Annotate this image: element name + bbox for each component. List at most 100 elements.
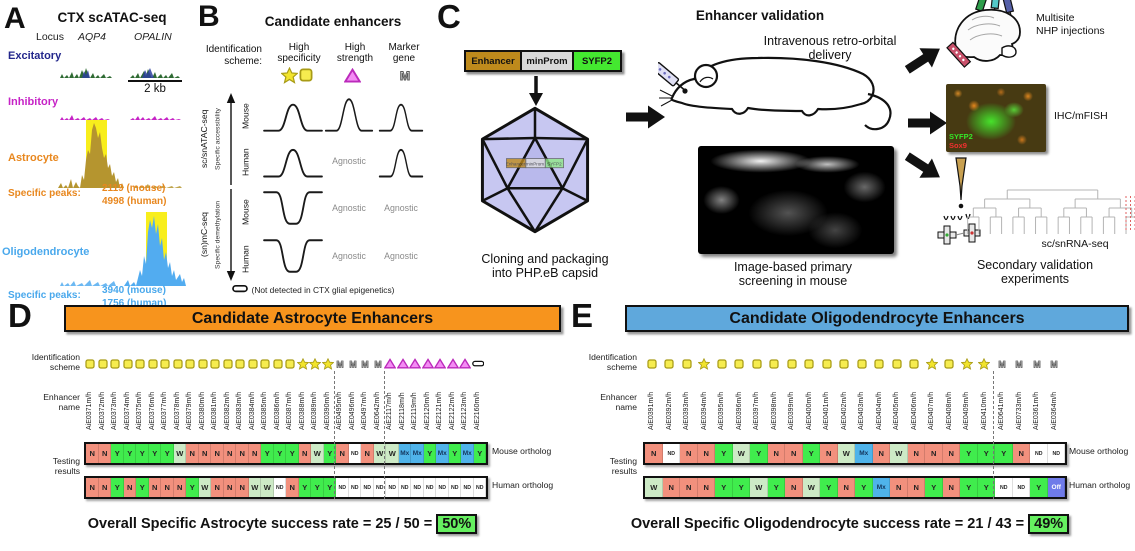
square-icon: [134, 357, 147, 370]
panel-b-label: B: [198, 0, 220, 33]
square-icon: [801, 357, 819, 370]
result-cell: Mx: [436, 444, 449, 463]
enhancer-name: AiE0386m/h: [273, 391, 281, 430]
enhancer-name: AiE0496m/h: [348, 391, 356, 430]
atac-mouse-label: Mouse: [240, 103, 251, 129]
result-cell: Mx: [398, 444, 411, 463]
excitatory-track-opalin: [130, 68, 180, 78]
arrow-to-ihc-icon: [908, 111, 947, 135]
inhibitory-track-opalin: [130, 116, 181, 120]
result-cell: Y: [448, 444, 461, 463]
result-cell: ND: [373, 478, 386, 497]
caption-line: Image-based primary: [733, 260, 853, 274]
inhibitory-track-aqp4: [60, 115, 110, 120]
result-cell: N: [86, 478, 99, 497]
locus-label: Locus: [36, 31, 65, 43]
tallpeak-curve: [324, 96, 374, 135]
result-cell: ND: [386, 478, 399, 497]
label-line: results: [54, 465, 80, 476]
assay-atac-label: sc/snATAC-seq: [199, 109, 209, 169]
oligo-peaks-human: 1756 (human): [102, 298, 167, 309]
result-cell: Y: [123, 444, 136, 463]
enhancer-name: AiE0404m/h: [875, 391, 883, 430]
star-icon: [280, 66, 299, 89]
enhancer-name: AiE0373m/h: [111, 391, 118, 430]
enhancer-name: AiE0391m/h: [648, 391, 655, 430]
astrocyte-header: Candidate Astrocyte Enhancers: [64, 305, 561, 332]
square-icon: [678, 357, 696, 370]
enhancer-name-label: Enhancer name: [565, 392, 638, 413]
result-cell: N: [680, 478, 698, 497]
enhancer-name: AiE0733m/h: [1015, 391, 1023, 430]
enhancer-name: AiE2120m/h: [423, 391, 431, 430]
result-cell: W: [311, 444, 324, 463]
result-cell: N: [123, 478, 136, 497]
enhancer-name: AiE0380m/h: [198, 391, 206, 430]
star-icon: [923, 357, 941, 370]
result-cell: W: [732, 444, 750, 463]
enhancer-name: AiE0375m/h: [136, 391, 143, 430]
colhead-line: strength: [336, 53, 374, 64]
enhancer-name: AiE0406m/h: [910, 391, 918, 430]
astro-peaks-mouse: 2119 (mouse): [102, 183, 166, 194]
enhancer-name: AiE0495m/h: [336, 391, 343, 430]
result-cell: ND: [348, 478, 361, 497]
oligo-specific-peaks-label: Specific peaks:: [8, 290, 81, 301]
enhancer-name: AiE0364m/h: [1050, 391, 1058, 430]
not-detected-icon: [231, 284, 248, 295]
identification-scheme-label: Identification scheme:: [196, 44, 262, 67]
down-arrow-icon: [529, 76, 543, 106]
enhancer-name: AiE0410m/h: [980, 391, 988, 430]
enhancer-name: AiE2123m/h: [461, 391, 468, 430]
label-line: name: [615, 401, 638, 412]
enhancer-name: AiE0371m/h: [86, 391, 93, 430]
success-rate-text: Overall Specific Astrocyte success rate …: [87, 516, 433, 532]
human-results-row: W N N N Y Y W Y N W Y N Y Mx N N Y N Y Y ND ND Y Off: [643, 476, 1067, 499]
signal-demethylation-label: Specific demethylation: [214, 201, 222, 270]
atac-human-label: Human: [240, 148, 251, 176]
label-line: Identification: [588, 352, 637, 362]
enhancer-name: AiE2121m/h: [436, 391, 443, 430]
label-line: NHP injections: [1036, 24, 1105, 37]
square-icon: [853, 357, 871, 370]
result-cell: Y: [261, 444, 274, 463]
agnostic-label: Agnostic: [384, 251, 418, 261]
oligo-peaks-mouse: 3940 (mouse): [102, 285, 166, 296]
ihc-mfish-label: IHC/mFISH: [1054, 110, 1108, 122]
result-cell: N: [767, 444, 785, 463]
label-line: Multisite: [1036, 12, 1075, 24]
result-cell: N: [286, 478, 299, 497]
peak-curve: [262, 141, 324, 181]
identification-line: Identification: [205, 44, 262, 55]
result-cell: N: [211, 444, 224, 463]
square-icon: [766, 357, 784, 370]
enhancer-names-row: AiE0391m/h AiE0392m/h AiE0393m/h AiE0394m/h…: [643, 372, 1063, 430]
demethylation-arrow-icon: [226, 189, 236, 281]
result-cell: N: [680, 444, 698, 463]
astro-peaks-human: 4998 (human): [102, 196, 167, 207]
brain-screening-image: [698, 146, 894, 254]
result-cell: Y: [298, 478, 311, 497]
triangle-icon: [459, 357, 472, 370]
result-cell: N: [248, 444, 261, 463]
dendrogram: [967, 189, 1135, 234]
inhibitory-label: Inhibitory: [8, 96, 59, 108]
svg-text:M: M: [998, 359, 1005, 369]
result-cell: ND: [1012, 478, 1030, 497]
nhp-brain-icon: [946, 0, 1021, 68]
enhancer-name: AiE0392m/h: [665, 391, 673, 430]
panel-c-label: C: [437, 0, 461, 35]
result-cell: Y: [311, 478, 324, 497]
accessibility-arrow-icon: [226, 93, 236, 185]
dip-curve: [262, 187, 324, 229]
caption-line: Secondary validation: [976, 258, 1094, 272]
colhead-line: High: [344, 42, 366, 53]
marker-icon: M: [347, 357, 360, 370]
result-cell: Y: [111, 478, 124, 497]
square-icon: [122, 357, 135, 370]
enhancer-name: AiE0403m/h: [858, 391, 865, 430]
result-cell: Y: [323, 444, 336, 463]
square-icon: [871, 357, 889, 370]
result-cell: N: [872, 444, 890, 463]
result-cell: ND: [1030, 444, 1048, 463]
